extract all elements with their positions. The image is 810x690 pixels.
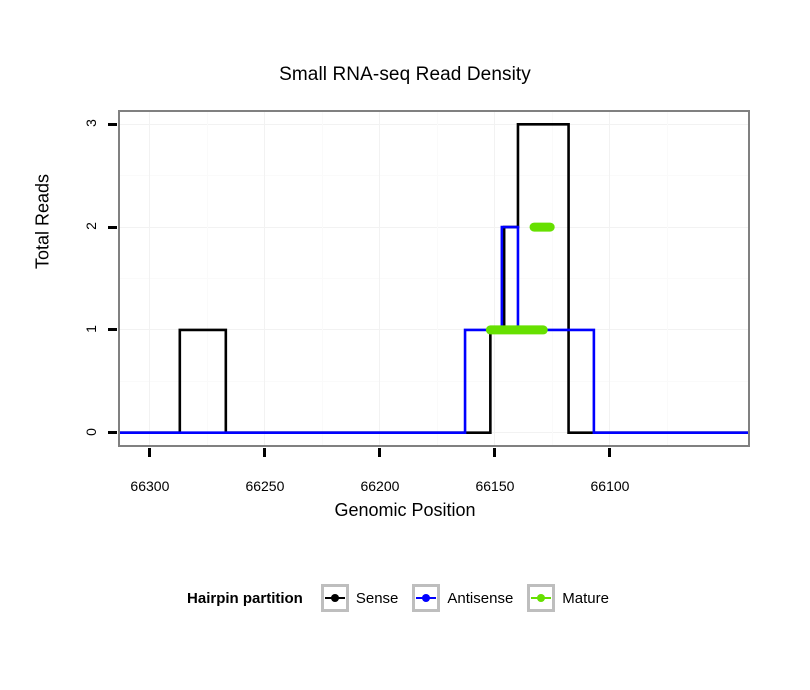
x-tick-label: 66150 — [475, 478, 515, 494]
x-tick-mark — [263, 448, 267, 457]
gridline-y-major — [120, 329, 748, 331]
chart-title: Small RNA-seq Read Density — [279, 64, 531, 85]
legend-entry-mature[interactable]: Mature — [527, 584, 609, 612]
y-tick-label: 3 — [83, 119, 99, 128]
legend-key-dot — [422, 594, 431, 602]
gridline-x-major — [379, 112, 381, 445]
x-tick-label: 66200 — [360, 478, 400, 494]
legend-label: Sense — [355, 589, 399, 607]
legend-entry-sense[interactable]: Sense — [320, 584, 399, 612]
gridline-x-major — [609, 112, 611, 445]
trace-sense — [120, 123, 748, 434]
legend-key-antisense-icon — [412, 584, 441, 612]
y-tick-mark — [108, 328, 117, 332]
legend-key-sense-icon — [320, 584, 349, 612]
gridline-x-minor — [666, 112, 668, 445]
gridline-x-minor — [436, 112, 438, 445]
x-tick-mark — [148, 448, 152, 457]
x-tick-mark — [378, 448, 382, 457]
gridline-y-major — [120, 123, 748, 125]
gridline-x-major — [264, 112, 266, 445]
legend-title: Hairpin partition — [187, 589, 303, 607]
gridline-x-major — [149, 112, 151, 445]
data-traces — [120, 123, 748, 434]
legend: Hairpin partition Sense Antisense Mature — [0, 578, 810, 618]
y-tick-label: 1 — [83, 324, 99, 333]
gridline-x-minor — [551, 112, 553, 445]
x-axis-label: Genomic Position — [334, 500, 476, 520]
legend-entries: Sense Antisense Mature — [320, 584, 623, 612]
gridline-y-minor — [120, 175, 748, 177]
gridline-y-minor — [120, 278, 748, 279]
y-tick-label: 0 — [83, 427, 99, 436]
legend-key-dot — [330, 594, 339, 602]
x-tick-label: 66300 — [130, 478, 170, 494]
y-tick-mark — [108, 122, 117, 126]
gridline-x-minor — [321, 112, 323, 445]
gridline-y-minor — [120, 380, 748, 382]
y-axis-label: Total Reads — [32, 173, 53, 270]
x-tick-label: 66250 — [245, 478, 285, 494]
legend-key-mature-icon — [527, 584, 556, 612]
legend-key-dot — [537, 594, 546, 602]
legend-entry-antisense[interactable]: Antisense — [412, 584, 513, 612]
x-tick-mark — [608, 448, 612, 457]
legend-label: Mature — [562, 589, 609, 607]
gridline-x-major — [494, 112, 496, 445]
gridline-x-minor — [206, 112, 208, 445]
gridline-y-major — [120, 226, 748, 228]
y-tick-label: 2 — [83, 222, 99, 231]
legend-label: Antisense — [447, 589, 514, 607]
y-tick-mark — [108, 225, 117, 229]
x-tick-label: 66100 — [590, 478, 630, 494]
x-tick-mark — [493, 448, 497, 457]
plot-panel — [118, 110, 750, 447]
y-tick-mark — [108, 431, 117, 435]
